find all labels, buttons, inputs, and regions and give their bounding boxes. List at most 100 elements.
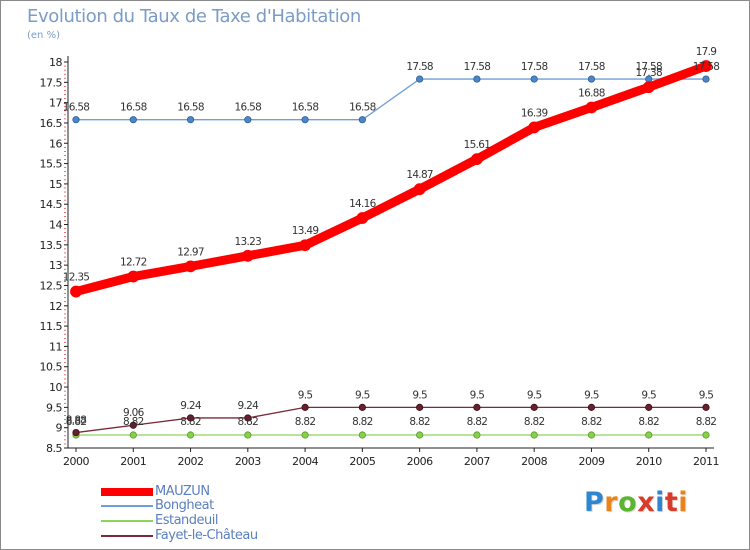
data-point — [127, 270, 140, 283]
data-label: 8.82 — [238, 416, 259, 428]
data-point — [416, 431, 424, 439]
data-label: 8.82 — [524, 416, 545, 428]
data-point — [530, 403, 538, 411]
y-tick-label: 14.5 — [40, 198, 63, 211]
y-tick-label: 17 — [49, 97, 62, 110]
data-label: 8.82 — [696, 416, 717, 428]
y-tick-label: 9 — [56, 422, 63, 435]
data-point — [530, 431, 538, 439]
data-point — [587, 403, 596, 411]
data-label: 17.58 — [635, 61, 662, 73]
data-label: 13.23 — [235, 236, 262, 248]
x-tick-label: 2009 — [578, 455, 604, 468]
data-label: 9.5 — [527, 389, 542, 401]
data-label: 9.5 — [298, 389, 313, 401]
data-label: 9.5 — [699, 389, 714, 401]
data-label: 17.58 — [406, 61, 433, 73]
chart-unit-label: (en %) — [27, 30, 60, 41]
y-tick-label: 18 — [49, 56, 62, 69]
data-point — [642, 81, 655, 94]
x-tick-label: 2004 — [292, 455, 318, 468]
data-point — [129, 431, 137, 439]
logo-letter: i — [655, 487, 665, 518]
data-label: 17.58 — [464, 61, 491, 73]
x-tick-label: 2008 — [521, 455, 547, 468]
logo-letter: x — [637, 487, 656, 518]
data-point — [587, 431, 596, 439]
data-label: 9.5 — [641, 389, 656, 401]
data-point — [301, 116, 309, 124]
series-line — [71, 61, 711, 297]
data-label: 8.82 — [66, 416, 87, 428]
data-point — [186, 431, 195, 439]
data-label: 9.5 — [584, 389, 599, 401]
y-tick-label: 13 — [49, 259, 62, 272]
x-tick-label: 2003 — [235, 455, 261, 468]
data-label: 16.58 — [292, 102, 319, 114]
data-label: 9.5 — [412, 389, 427, 401]
x-tick-label: 2006 — [407, 455, 433, 468]
x-tick-label: 2000 — [63, 455, 89, 468]
logo-letter: P — [584, 487, 605, 518]
data-label: 8.82 — [409, 416, 430, 428]
y-tick-label: 12.5 — [40, 279, 63, 292]
legend-label: Fayet-le-Château — [155, 528, 258, 543]
y-tick-label: 17.5 — [40, 76, 63, 89]
data-label: 17.58 — [578, 61, 605, 73]
data-point — [358, 116, 366, 124]
data-point — [702, 431, 710, 439]
series-line — [75, 78, 707, 121]
data-label: 16.58 — [235, 102, 262, 114]
data-point — [702, 403, 710, 411]
data-label: 17.38 — [635, 67, 662, 79]
data-label: 8.82 — [581, 416, 602, 428]
data-point — [129, 116, 137, 124]
data-label: 9.06 — [123, 407, 145, 419]
data-point — [299, 239, 311, 252]
data-label: 8.82 — [352, 416, 373, 428]
logo-letter: i — [678, 487, 689, 518]
x-tick-label: 2010 — [636, 455, 662, 468]
legend-label: Bongheat — [155, 498, 214, 513]
data-point — [471, 153, 483, 166]
data-label: 17.58 — [693, 61, 720, 73]
data-label: 8.82 — [123, 416, 144, 428]
data-label: 8.82 — [180, 416, 201, 428]
data-label: 16.88 — [578, 88, 605, 100]
data-label: 12.97 — [177, 246, 204, 258]
data-label: 9.5 — [355, 389, 370, 401]
data-label: 8.82 — [638, 416, 659, 428]
y-tick-label: 11.5 — [40, 320, 63, 333]
legend-item: Estandeuil — [101, 513, 341, 528]
legend-label: Estandeuil — [155, 513, 219, 528]
data-point — [241, 249, 254, 262]
data-label: 8.82 — [467, 416, 488, 428]
data-point — [528, 121, 541, 134]
data-point — [244, 431, 252, 439]
proxiti-logo: Proxiti — [584, 487, 688, 518]
data-point — [473, 75, 481, 83]
data-label: 17.58 — [521, 61, 548, 73]
data-label: 16.39 — [521, 107, 548, 119]
data-point — [416, 403, 424, 411]
data-point — [70, 285, 82, 298]
legend-item: Fayet-le-Château — [101, 528, 341, 543]
x-tick-label: 2011 — [693, 455, 719, 468]
y-tick-label: 16 — [49, 137, 62, 150]
x-tick-label: 2001 — [120, 455, 146, 468]
y-tick-label: 16.5 — [40, 117, 63, 130]
y-tick-label: 13.5 — [40, 239, 63, 252]
data-point — [186, 116, 195, 124]
data-point — [416, 75, 424, 83]
data-label: 14.87 — [406, 169, 433, 181]
y-tick-label: 12 — [49, 300, 62, 313]
legend-swatch — [101, 535, 153, 537]
data-label: 9.5 — [470, 389, 485, 401]
data-point — [358, 403, 366, 411]
legend-swatch — [101, 520, 153, 522]
data-label: 16.58 — [120, 102, 147, 114]
y-tick-label: 14 — [49, 219, 62, 232]
data-point — [301, 403, 309, 411]
data-point — [244, 116, 252, 124]
